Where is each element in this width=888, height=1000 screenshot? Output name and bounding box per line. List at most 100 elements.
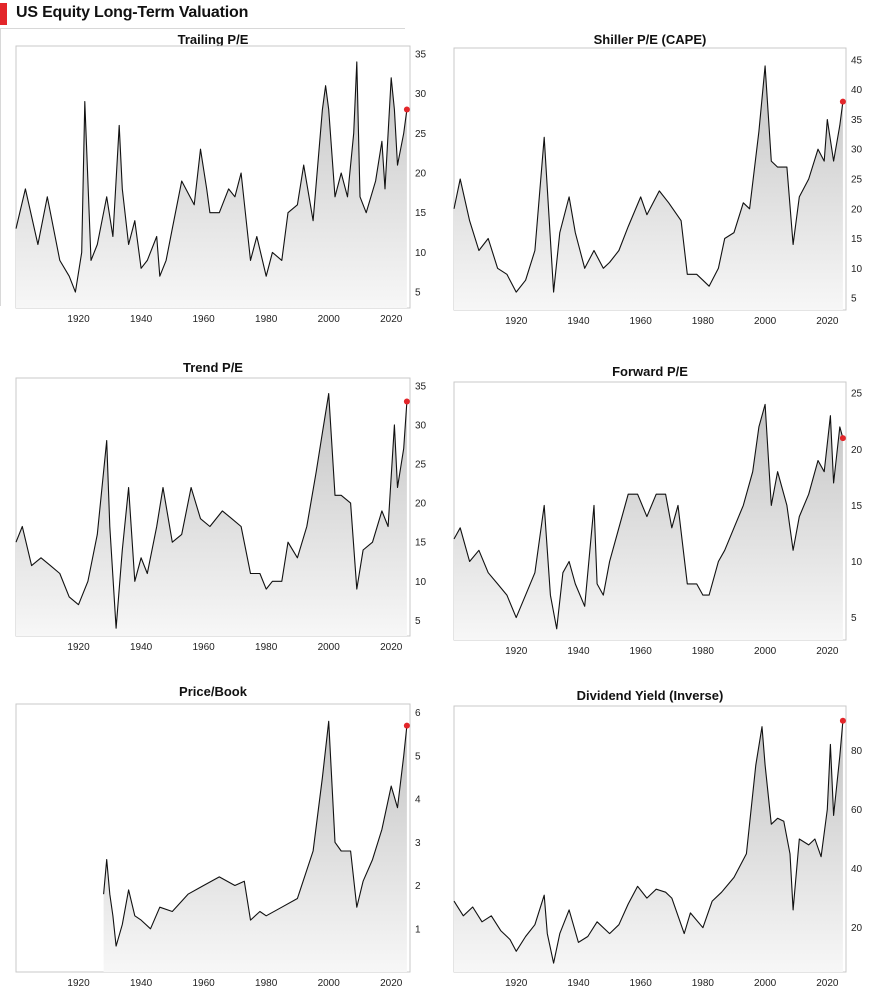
y-tick-label: 20 [851,445,863,456]
x-tick-label: 1940 [567,646,590,657]
y-tick-label: 30 [851,145,863,156]
y-tick-label: 10 [415,577,427,588]
area-fill [454,65,843,311]
y-tick-label: 15 [415,538,427,549]
x-tick-label: 1980 [255,314,278,325]
y-tick-label: 20 [415,169,427,180]
y-tick-label: 5 [415,288,421,299]
x-tick-label: 1940 [567,978,590,989]
y-tick-label: 20 [851,204,863,215]
y-tick-label: 4 [415,795,421,806]
x-tick-label: 1920 [505,316,528,327]
x-tick-label: 1960 [192,314,215,325]
x-tick-label: 1940 [130,314,153,325]
y-tick-label: 80 [851,746,863,757]
y-tick-label: 10 [851,264,863,275]
current-value-marker [403,722,410,729]
y-tick-label: 5 [415,616,421,627]
y-tick-label: 20 [415,499,427,510]
y-tick-label: 30 [415,89,427,100]
x-tick-label: 2020 [380,978,403,989]
current-value-marker [839,717,846,724]
current-value-marker [839,98,846,105]
x-tick-label: 2000 [754,978,777,989]
x-tick-label: 1980 [692,646,715,657]
y-tick-label: 15 [851,501,863,512]
y-tick-label: 25 [415,460,427,471]
chart-forward-p-e: Forward P/E 1920 1940 1960 1980 2000 2020 5 10 15… [453,364,863,657]
area-fill [103,721,407,972]
y-tick-label: 15 [415,208,427,219]
chart-title: Shiller P/E (CAPE) [594,32,707,47]
x-tick-label: 1960 [192,642,215,653]
x-tick-label: 2020 [816,978,839,989]
series-line [15,393,408,629]
y-tick-label: 60 [851,805,863,816]
x-tick-label: 1920 [505,646,528,657]
page-title: US Equity Long-Term Valuation [16,4,249,21]
x-tick-label: 2000 [754,316,777,327]
x-tick-label: 1960 [192,978,215,989]
y-tick-label: 5 [851,613,857,624]
y-tick-label: 6 [415,708,421,719]
x-tick-label: 1940 [130,978,153,989]
x-tick-label: 1920 [505,978,528,989]
series-line [15,61,408,293]
chart-dividend-yield-inverse: Dividend Yield (Inverse) 1920 1940 1960 1980… [453,688,863,989]
x-tick-label: 2000 [318,314,341,325]
current-value-marker [839,435,846,442]
chart-shiller-p-e-cape: Shiller P/E (CAPE) 1920 1940 1960 1980 2000 20… [453,32,863,327]
y-tick-label: 10 [415,248,427,259]
y-tick-label: 30 [415,420,427,431]
series-line [453,720,844,964]
x-tick-label: 1960 [630,978,653,989]
y-tick-label: 25 [851,389,863,400]
x-tick-label: 2000 [318,642,341,653]
x-tick-label: 1980 [255,642,278,653]
header-divider [0,28,1,306]
y-tick-label: 25 [851,175,863,186]
header-accent-bar [0,3,7,25]
area-fill [16,61,407,309]
current-value-marker [403,106,410,113]
y-tick-label: 40 [851,85,863,96]
x-tick-label: 1920 [67,314,90,325]
x-tick-label: 2020 [816,646,839,657]
x-tick-label: 2020 [380,642,403,653]
x-tick-label: 1960 [630,646,653,657]
x-tick-label: 1960 [630,316,653,327]
chart-trend-p-e: Trend P/E 1920 1940 1960 1980 2000 2020 5 10 15 20… [15,360,427,653]
chart-title: Trailing P/E [178,32,249,47]
x-tick-label: 2020 [380,314,403,325]
chart-price-book: Price/Book 1920 1940 1960 1980 2000 2020 1 2 3 4 5 6 [15,684,421,989]
x-tick-label: 2000 [754,646,777,657]
series-line [453,403,844,630]
area-fill [16,393,407,636]
y-tick-label: 5 [851,294,857,305]
chart-trailing-p-e: Trailing P/E 1920 1940 1960 1980 2000 2020 5 10 1… [15,32,427,325]
x-tick-label: 1980 [255,978,278,989]
y-tick-label: 35 [415,381,427,392]
y-tick-label: 1 [415,924,421,935]
chart-title: Trend P/E [183,360,243,375]
y-tick-label: 25 [415,129,427,140]
chart-title: Price/Book [179,684,248,699]
y-tick-label: 3 [415,838,421,849]
y-tick-label: 20 [851,923,863,934]
y-tick-label: 45 [851,55,863,66]
current-value-marker [403,398,410,405]
x-tick-label: 1980 [692,316,715,327]
area-fill [454,404,843,640]
y-tick-label: 10 [851,557,863,568]
x-tick-label: 1940 [130,642,153,653]
series-line [103,720,408,947]
x-tick-label: 1920 [67,978,90,989]
y-tick-label: 2 [415,881,421,892]
x-tick-label: 2020 [816,316,839,327]
page-header: US Equity Long-Term Valuation [0,0,405,29]
y-tick-label: 35 [851,115,863,126]
chart-title: Dividend Yield (Inverse) [577,688,724,703]
y-tick-label: 5 [415,751,421,762]
x-tick-label: 1920 [67,642,90,653]
